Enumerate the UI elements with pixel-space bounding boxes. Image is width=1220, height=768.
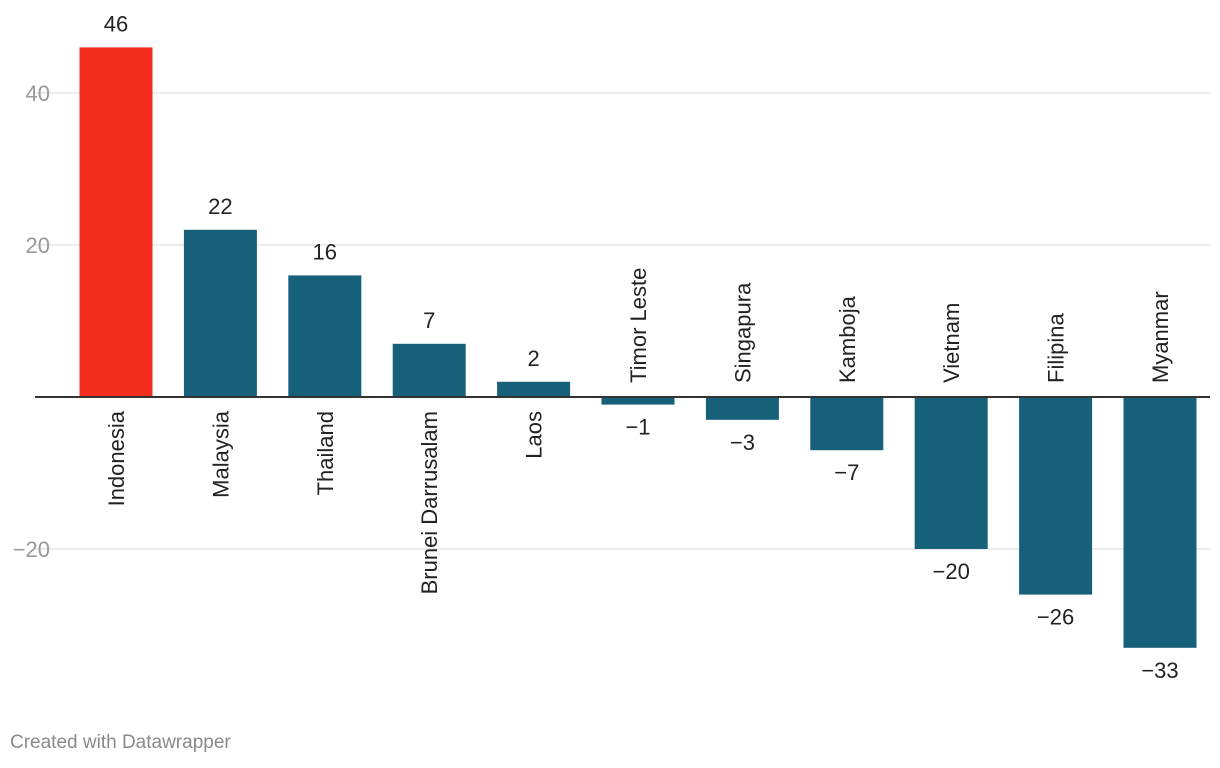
bar — [288, 275, 362, 397]
bar — [601, 397, 675, 405]
bar — [392, 343, 466, 397]
category-label: Indonesia — [104, 410, 129, 506]
category-label: Thailand — [313, 411, 338, 495]
value-label: 2 — [527, 346, 539, 371]
category-label: Singapura — [730, 282, 755, 383]
value-label: 22 — [208, 194, 232, 219]
category-label: Filipina — [1044, 313, 1069, 383]
bar — [1123, 397, 1197, 648]
value-label: −3 — [730, 430, 755, 455]
bar — [79, 47, 153, 398]
y-tick-label: 40 — [26, 81, 50, 106]
y-tick-label: −20 — [13, 537, 50, 562]
value-label: 16 — [313, 239, 337, 264]
value-label: −26 — [1037, 605, 1074, 630]
bar — [914, 397, 988, 549]
category-label: Kamboja — [835, 295, 860, 383]
value-label: 46 — [104, 11, 128, 36]
value-label: −7 — [834, 460, 859, 485]
bars — [79, 47, 1197, 648]
footer-credit: Created with Datawrapper — [10, 732, 231, 753]
category-label: Vietnam — [939, 303, 964, 383]
y-tick-label: 20 — [26, 233, 50, 258]
category-label: Myanmar — [1148, 291, 1173, 383]
value-label: 7 — [423, 308, 435, 333]
value-label: −33 — [1141, 658, 1178, 683]
bar — [183, 229, 257, 397]
bar — [705, 397, 779, 420]
labels: 40 20 −20 46 Indonesia 22 Malaysia 16 Thailand 7 B… — [13, 11, 1179, 682]
value-label: −20 — [933, 559, 970, 584]
category-label: Brunei Darrusalam — [417, 411, 442, 594]
category-label: Laos — [522, 411, 547, 459]
bar — [810, 397, 884, 451]
bar — [497, 381, 571, 397]
category-label: Malaysia — [208, 410, 233, 498]
bar — [1019, 397, 1093, 595]
value-label: −1 — [625, 415, 650, 440]
category-label: Timor Leste — [626, 268, 651, 383]
